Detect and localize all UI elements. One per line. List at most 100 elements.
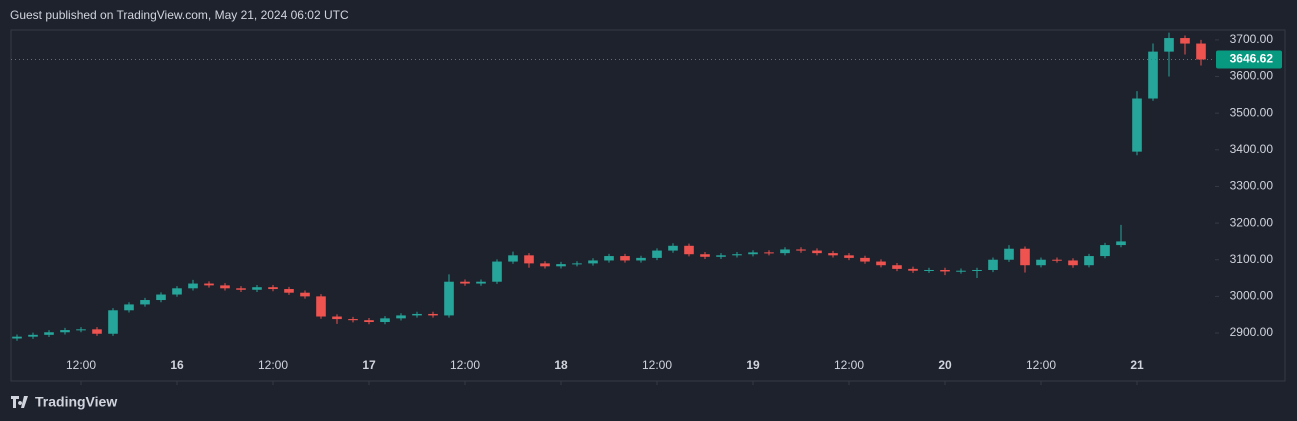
candle-body [460,281,470,284]
x-tick-label: 12:00 [642,358,672,372]
x-tick-label: 20 [938,358,952,372]
candle-body [764,252,774,254]
candle-body [908,268,918,271]
chart-title: Guest published on TradingView.com, May … [10,8,349,22]
x-tick-label: 12:00 [66,358,96,372]
candle-body [1004,248,1014,260]
brand-name: TradingView [35,394,117,410]
candle-body [316,296,326,317]
candle-body [652,250,662,258]
candle-body [236,288,246,290]
candle-body [252,287,262,290]
candle-body [956,270,966,272]
candle-body [524,255,534,264]
candle-body [1036,259,1046,266]
candle-body [172,288,182,295]
candle-body [108,310,118,334]
candle-body [636,257,646,261]
candle-body [284,289,294,293]
candle-body [828,253,838,256]
candle-body [188,283,198,289]
y-tick-label: 3000.00 [1230,289,1274,303]
candle-body [1164,38,1174,52]
x-tick-label: 21 [1130,358,1144,372]
candle-body [924,269,934,271]
candle-body [412,313,422,316]
x-tick-label: 16 [170,358,184,372]
candle-body [92,329,102,334]
candle-body [332,316,342,320]
x-tick-label: 17 [362,358,376,372]
candle-body [1116,241,1126,246]
x-tick-label: 12:00 [834,358,864,372]
y-tick-label: 2900.00 [1230,325,1274,339]
candle-body [844,255,854,258]
candle-body [796,249,806,251]
candle-body [604,256,614,261]
y-tick-label: 3300.00 [1230,179,1274,193]
candle-body [140,300,150,305]
candle-body [588,260,598,264]
candle-body [444,281,454,316]
x-tick-label: 12:00 [258,358,288,372]
candle-body [28,334,38,337]
candle-body [732,254,742,256]
candle-body [684,245,694,255]
candle-body [1132,98,1142,152]
candle-body [156,294,166,301]
candle-body [572,263,582,265]
candle-body [700,254,710,257]
x-tick-label: 12:00 [1026,358,1056,372]
candle-body [620,256,630,261]
candle-body [556,264,566,267]
candle-body [1068,260,1078,266]
candle-body [860,257,870,262]
x-tick-label: 12:00 [450,358,480,372]
candle-body [940,269,950,272]
plot-frame [10,29,1286,382]
y-tick-label: 3100.00 [1230,252,1274,266]
candle-body [668,245,678,251]
candle-body [364,320,374,323]
candle-body [892,265,902,269]
x-tick-label: 18 [554,358,568,372]
candle-body [972,269,982,271]
candle-body [780,249,790,254]
candle-body [380,318,390,323]
last-price-box [1216,50,1282,69]
candle-body [748,252,758,255]
candle-body [540,263,550,267]
candle-body [1100,245,1110,257]
candle-body [1180,38,1190,44]
y-tick-label: 3400.00 [1230,142,1274,156]
last-price-label: 3646.62 [1230,52,1274,66]
candle-body [1052,259,1062,261]
x-tick-label: 19 [746,358,760,372]
candle-body [988,259,998,270]
y-tick-label: 3600.00 [1230,69,1274,83]
candle-body [124,304,134,311]
candle-body [268,287,278,290]
candle-body [716,255,726,257]
candle-body [476,281,486,284]
candle-body [508,255,518,262]
y-tick-label: 3500.00 [1230,105,1274,119]
candle-body [1084,256,1094,266]
candle-body [396,315,406,319]
y-tick-label: 3700.00 [1230,32,1274,46]
candle-body [428,313,438,316]
candle-body [812,250,822,254]
candle-body [204,283,214,286]
candle-body [492,261,502,282]
candle-body [876,261,886,266]
candle-body [1196,43,1206,60]
candle-body [76,329,86,331]
candle-body [220,285,230,289]
candle-body [44,332,54,335]
brand-logo [11,396,28,408]
candle-body [300,292,310,297]
candle-body [60,330,70,333]
